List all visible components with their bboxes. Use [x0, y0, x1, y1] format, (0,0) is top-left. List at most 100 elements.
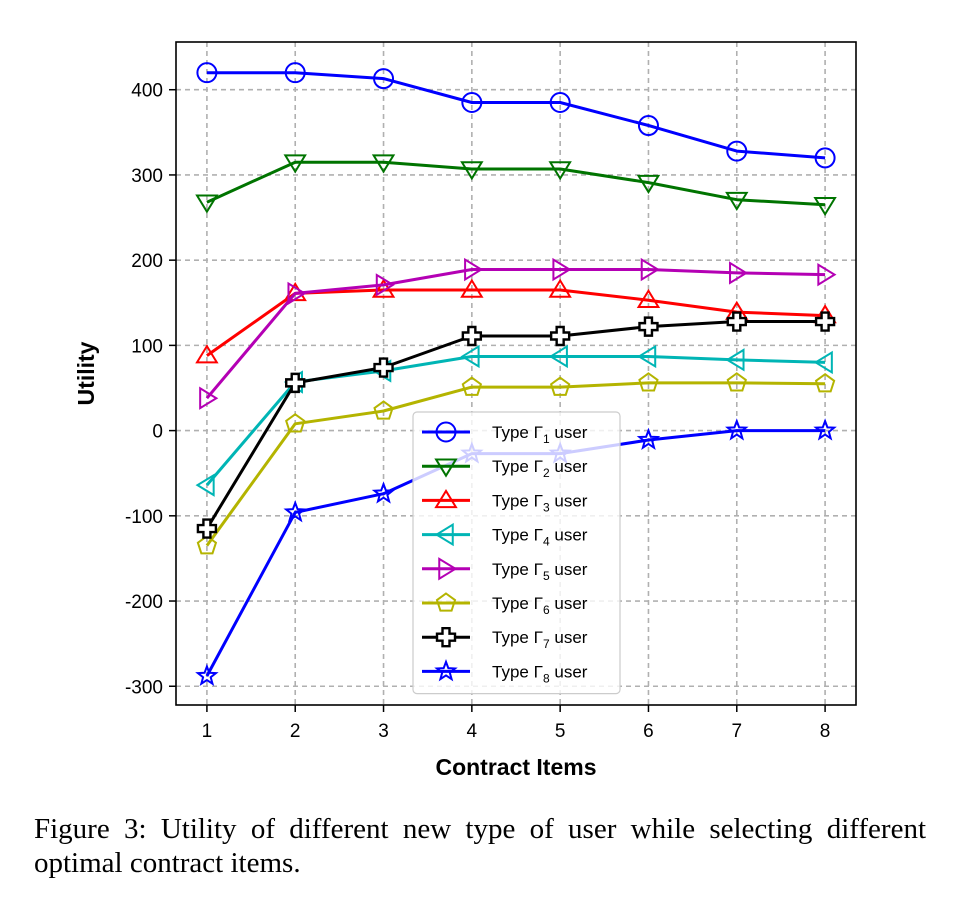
data-point	[283, 500, 307, 523]
series-line	[205, 320, 826, 530]
data-point	[196, 62, 218, 84]
legend-item: Type Γ3 user	[422, 489, 588, 514]
x-tick-label: 7	[731, 721, 742, 742]
data-point	[375, 273, 395, 297]
x-tick-label: 2	[290, 721, 301, 742]
series-5	[199, 257, 837, 410]
data-point	[817, 262, 837, 287]
legend-item: Type Γ2 user	[422, 457, 588, 480]
y-tick-label: 400	[131, 81, 163, 102]
data-point	[371, 154, 396, 174]
data-point	[813, 418, 837, 441]
y-tick-label: 0	[152, 422, 163, 443]
axis-ticks: 1 2 3 4 5 6 7 8 400 300 200 100 0 -100 -200 -300	[125, 81, 830, 742]
legend-marker	[435, 592, 457, 612]
data-point	[640, 257, 660, 282]
legend-item: Type Γ8 user	[422, 659, 588, 685]
data-point	[196, 518, 218, 539]
data-point	[461, 325, 483, 347]
legend-marker	[434, 659, 458, 682]
data-point	[196, 534, 218, 555]
legend-label: Type Γ4 user	[492, 526, 588, 549]
data-point	[729, 261, 749, 285]
data-point	[725, 348, 745, 372]
data-point	[285, 372, 306, 394]
legend-item: Type Γ1 user	[422, 421, 588, 446]
data-point	[813, 350, 833, 375]
data-point	[549, 92, 571, 114]
data-point	[549, 325, 571, 347]
data-point	[548, 344, 568, 369]
data-point	[726, 311, 747, 332]
data-point	[284, 62, 306, 84]
legend-marker	[435, 627, 457, 648]
legend-item: Type Γ4 user	[422, 522, 588, 549]
x-tick-label: 4	[467, 721, 478, 742]
data-point	[195, 344, 219, 364]
series-group	[195, 62, 837, 687]
chart-figure: 1 2 3 4 5 6 7 8 400 300 200 100 0 -100 -200 -300 Contrac…	[73, 41, 857, 780]
data-point	[638, 316, 659, 337]
series-6	[196, 372, 836, 555]
data-point	[373, 400, 394, 420]
data-point	[726, 372, 747, 392]
data-point	[195, 663, 219, 687]
series-2	[195, 154, 837, 217]
legend-marker	[434, 489, 458, 509]
data-point	[552, 257, 572, 282]
figure-caption: Figure 3: Utility of different new type …	[34, 813, 926, 879]
legend-label: Type Γ6 user	[492, 594, 588, 617]
legend-label: Type Γ1 user	[492, 423, 588, 446]
data-point	[371, 481, 396, 504]
legend-label: Type Γ3 user	[492, 491, 588, 514]
y-tick-label: -200	[125, 592, 163, 613]
data-point	[373, 357, 394, 378]
data-point	[636, 288, 661, 308]
data-point	[460, 161, 484, 181]
series-7	[196, 311, 836, 539]
x-tick-label: 6	[643, 721, 654, 742]
legend-item: Type Γ6 user	[422, 592, 588, 617]
data-point	[636, 174, 661, 194]
line-chart: 1 2 3 4 5 6 7 8 400 300 200 100 0 -100 -200 -300 Contrac…	[73, 41, 857, 780]
legend-label: Type Γ8 user	[492, 662, 588, 685]
data-point	[460, 344, 480, 369]
series-line	[206, 71, 826, 160]
data-point	[549, 376, 571, 396]
series-line	[206, 160, 826, 207]
data-point	[813, 197, 837, 217]
data-point	[814, 372, 836, 393]
legend-marker	[434, 458, 458, 478]
data-point	[638, 372, 659, 392]
x-tick-label: 5	[555, 721, 566, 742]
legend-box	[412, 411, 621, 695]
data-point	[195, 473, 215, 497]
legend-label: Type Γ7 user	[492, 628, 588, 651]
legend-item: Type Γ5 user	[422, 557, 588, 583]
legend-label: Type Γ2 user	[492, 457, 588, 480]
series-line	[205, 381, 826, 547]
legend-marker	[438, 557, 458, 581]
data-point	[814, 311, 836, 332]
x-axis-label: Contract Items	[435, 754, 596, 780]
data-point	[548, 278, 572, 298]
x-tick-label: 8	[820, 721, 831, 742]
data-point	[199, 386, 219, 410]
data-point	[637, 344, 657, 369]
legend-label: Type Γ5 user	[492, 560, 588, 583]
data-point	[636, 427, 661, 450]
data-point	[373, 68, 395, 90]
series-line	[205, 268, 826, 400]
data-point	[464, 257, 484, 282]
legend-item: Type Γ7 user	[422, 627, 588, 651]
data-point	[726, 140, 748, 162]
data-point	[460, 278, 484, 298]
data-point	[725, 418, 749, 441]
y-axis-label: Utility	[73, 341, 99, 405]
data-point	[548, 161, 572, 181]
data-point	[461, 376, 483, 396]
x-tick-label: 3	[378, 721, 389, 742]
y-tick-label: -100	[125, 507, 163, 528]
data-point	[287, 281, 307, 306]
data-point	[725, 191, 749, 212]
